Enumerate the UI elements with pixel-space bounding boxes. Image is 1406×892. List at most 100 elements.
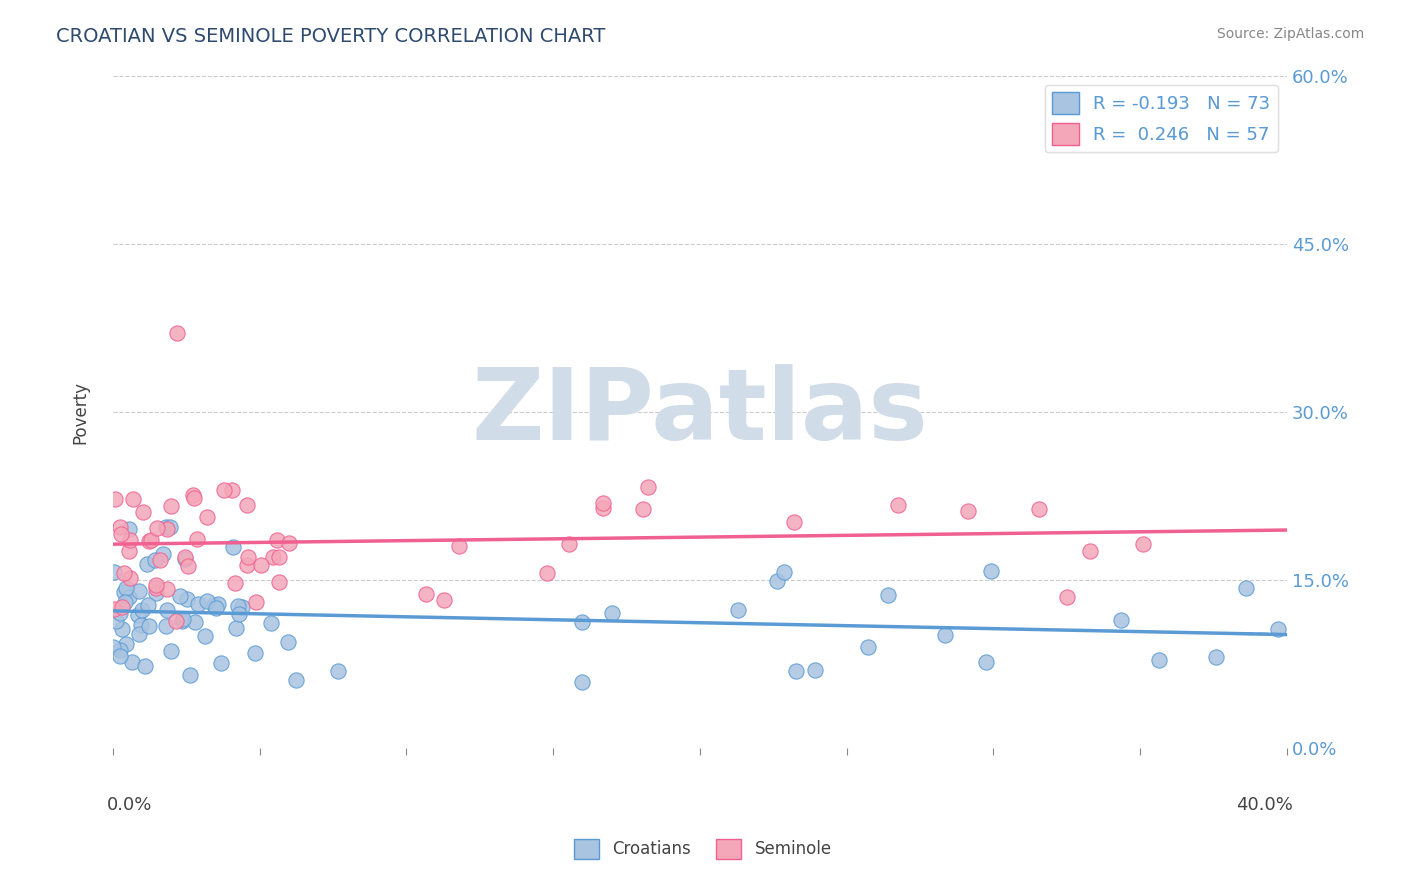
Point bbox=[1028, 502, 1050, 516]
Point bbox=[571, 615, 593, 629]
Point bbox=[115, 582, 138, 596]
Point bbox=[447, 539, 470, 553]
Point bbox=[266, 533, 288, 548]
Point bbox=[558, 537, 581, 551]
Point bbox=[115, 637, 138, 651]
Point bbox=[152, 547, 174, 561]
Point bbox=[138, 619, 160, 633]
Point bbox=[1132, 537, 1154, 551]
Point bbox=[134, 658, 156, 673]
Point bbox=[159, 520, 181, 534]
Point bbox=[118, 591, 141, 605]
Point bbox=[877, 588, 900, 602]
Point bbox=[785, 664, 807, 678]
Point bbox=[249, 558, 271, 572]
Point bbox=[155, 522, 177, 536]
Point bbox=[592, 496, 614, 510]
Point bbox=[235, 558, 257, 572]
Point bbox=[169, 590, 191, 604]
Point bbox=[172, 614, 194, 628]
Point bbox=[600, 607, 623, 621]
Point bbox=[114, 595, 136, 609]
Point bbox=[139, 533, 162, 547]
Point bbox=[571, 675, 593, 690]
Point bbox=[118, 533, 141, 547]
Point bbox=[108, 642, 131, 657]
Point bbox=[104, 492, 127, 507]
Point bbox=[433, 592, 456, 607]
Text: 0.0%: 0.0% bbox=[107, 796, 152, 814]
Point bbox=[1267, 622, 1289, 636]
Point bbox=[205, 601, 228, 615]
Point bbox=[974, 655, 997, 669]
Point bbox=[1078, 543, 1101, 558]
Point bbox=[181, 488, 204, 502]
Y-axis label: Poverty: Poverty bbox=[72, 381, 89, 443]
Point bbox=[1056, 590, 1078, 604]
Point bbox=[267, 574, 290, 589]
Point bbox=[245, 647, 267, 661]
Point bbox=[228, 599, 250, 614]
Text: CROATIAN VS SEMINOLE POVERTY CORRELATION CHART: CROATIAN VS SEMINOLE POVERTY CORRELATION… bbox=[56, 27, 606, 45]
Point bbox=[129, 618, 152, 632]
Point bbox=[110, 600, 132, 615]
Point bbox=[177, 559, 200, 574]
Point bbox=[195, 594, 218, 608]
Point bbox=[1149, 653, 1171, 667]
Point bbox=[122, 492, 145, 507]
Point bbox=[207, 597, 229, 611]
Point bbox=[112, 566, 135, 580]
Legend: Croatians, Seminole: Croatians, Seminole bbox=[568, 832, 838, 866]
Point bbox=[766, 574, 789, 588]
Point bbox=[145, 581, 167, 595]
Point bbox=[236, 498, 259, 512]
Point bbox=[103, 565, 125, 579]
Point bbox=[202, 598, 225, 612]
Point bbox=[326, 664, 349, 678]
Point bbox=[143, 553, 166, 567]
Point bbox=[136, 558, 159, 572]
Point bbox=[536, 566, 558, 580]
Point bbox=[980, 565, 1002, 579]
Point bbox=[145, 578, 167, 592]
Point bbox=[225, 621, 247, 635]
Point bbox=[221, 483, 243, 498]
Point bbox=[934, 627, 956, 641]
Point bbox=[118, 544, 141, 558]
Point bbox=[131, 603, 153, 617]
Point bbox=[112, 584, 135, 599]
Point bbox=[128, 583, 150, 598]
Point bbox=[183, 491, 205, 506]
Point bbox=[1109, 613, 1132, 627]
Text: ZIPatlas: ZIPatlas bbox=[471, 364, 928, 460]
Point bbox=[415, 587, 437, 601]
Point bbox=[269, 550, 291, 565]
Point bbox=[236, 549, 259, 564]
Text: 40.0%: 40.0% bbox=[1236, 796, 1292, 814]
Point bbox=[108, 648, 131, 663]
Point bbox=[166, 326, 188, 341]
Point bbox=[176, 592, 198, 607]
Point bbox=[105, 614, 128, 628]
Point bbox=[103, 602, 125, 616]
Point bbox=[155, 618, 177, 632]
Point bbox=[260, 616, 283, 631]
Point bbox=[212, 483, 235, 498]
Point bbox=[209, 657, 232, 671]
Point bbox=[277, 535, 299, 549]
Point bbox=[592, 501, 614, 516]
Point bbox=[887, 498, 910, 512]
Point bbox=[110, 527, 132, 541]
Point bbox=[145, 586, 167, 600]
Point bbox=[172, 612, 194, 626]
Point bbox=[127, 607, 149, 622]
Point bbox=[146, 521, 169, 535]
Point bbox=[111, 622, 134, 636]
Point bbox=[194, 629, 217, 643]
Point bbox=[245, 595, 267, 609]
Point bbox=[184, 615, 207, 629]
Text: Source: ZipAtlas.com: Source: ZipAtlas.com bbox=[1216, 27, 1364, 41]
Point bbox=[858, 640, 880, 654]
Point bbox=[224, 576, 246, 591]
Point bbox=[118, 522, 141, 536]
